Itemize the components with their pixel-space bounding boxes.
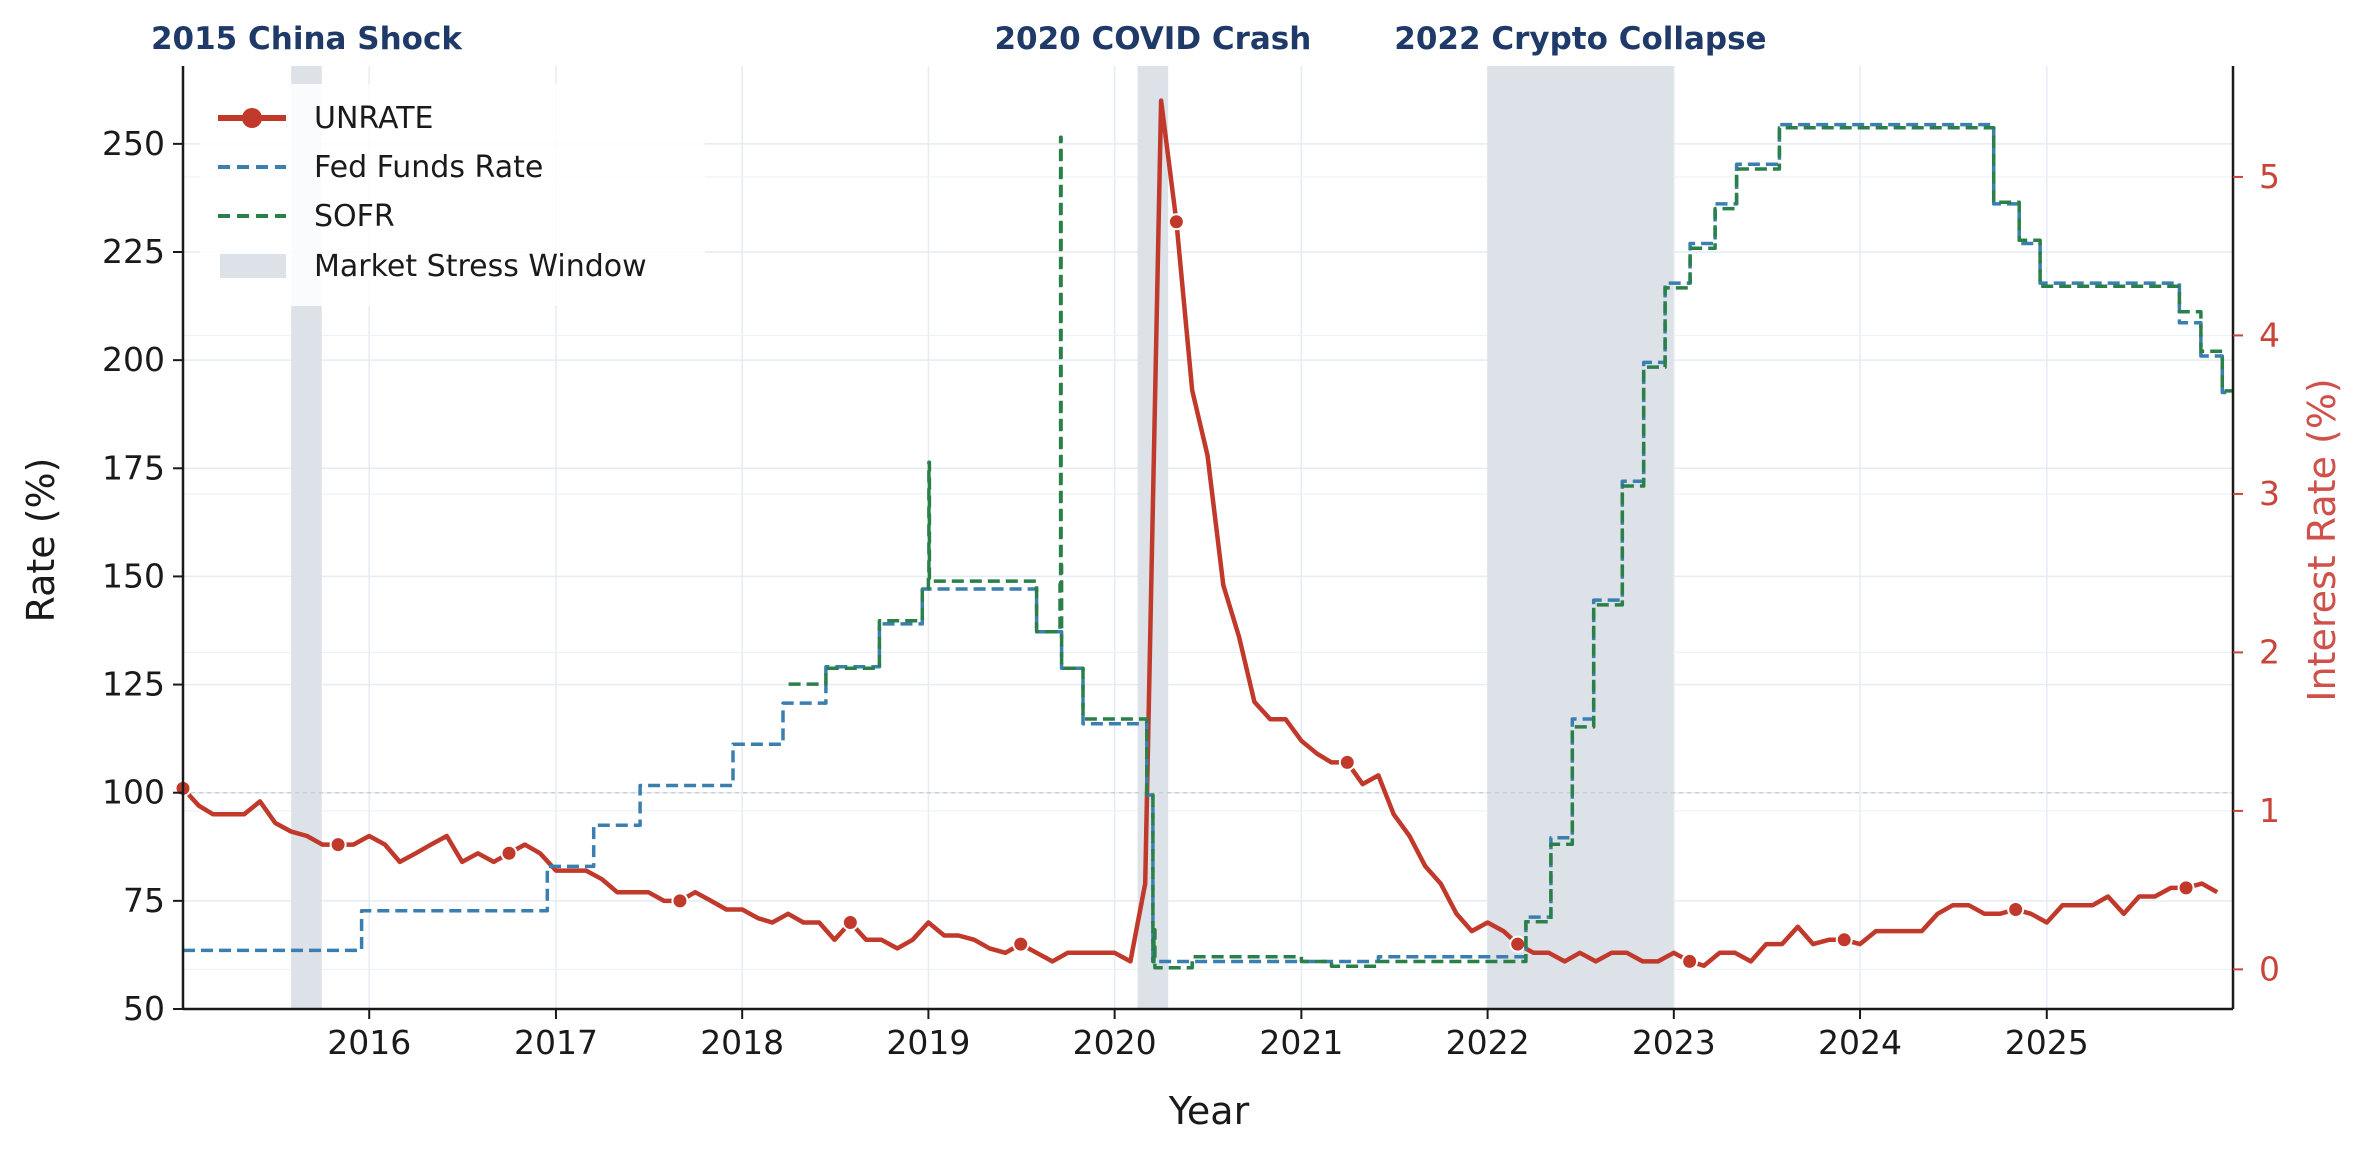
y-left-axis-title: Rate (%) <box>19 458 63 623</box>
axes <box>173 66 2243 1019</box>
y-right-tick-labels: 0 1 2 3 4 5 <box>2259 157 2280 988</box>
y-right-tick-label-5: 5 <box>2259 157 2280 196</box>
stress-window-2 <box>1487 66 1674 1009</box>
unrate-marker-10 <box>1835 931 1853 949</box>
event-label-1: 2020 COVID Crash <box>994 21 1311 57</box>
x-tick-label-2018: 2018 <box>700 1023 784 1062</box>
legend-label-stress: Market Stress Window <box>314 249 647 284</box>
unrate-marker-11 <box>2007 901 2025 919</box>
x-tick-label-2022: 2022 <box>1446 1023 1530 1062</box>
event-labels: 2015 China Shock 2020 COVID Crash 2022 Cry… <box>151 21 1767 57</box>
legend-label-sofr: SOFR <box>314 199 395 234</box>
legend-marker-unrate <box>242 108 262 128</box>
unrate-marker-4 <box>841 913 859 931</box>
y-left-tick-label-100: 100 <box>102 773 165 812</box>
x-axis-title: Year <box>1168 1089 1250 1133</box>
y-right-tick-label-3: 3 <box>2259 474 2280 513</box>
legend-swatch-stress <box>220 254 286 278</box>
y-left-tick-label-125: 125 <box>102 665 165 704</box>
legend-label-fed-funds: Fed Funds Rate <box>314 150 543 185</box>
x-tick-label-2016: 2016 <box>327 1023 411 1062</box>
x-tick-label-2019: 2019 <box>886 1023 970 1062</box>
x-tick-label-2023: 2023 <box>1632 1023 1716 1062</box>
series-line-sofr <box>788 126 2233 970</box>
legend: UNRATE Fed Funds Rate SOFR Market Stress… <box>200 84 705 306</box>
unrate-marker-5 <box>1012 935 1030 953</box>
y-left-tick-label-250: 250 <box>102 124 165 163</box>
y-left-tick-label-150: 150 <box>102 556 165 595</box>
y-left-tick-label-75: 75 <box>123 881 165 920</box>
x-tick-labels: 2016 2017 2018 2019 2020 2021 2022 2023 2024 2025 <box>327 1023 2089 1062</box>
x-tick-label-2021: 2021 <box>1259 1023 1343 1062</box>
unrate-marker-8 <box>1509 935 1527 953</box>
series-line-fed-funds-rate <box>183 122 2233 964</box>
legend-label-unrate: UNRATE <box>314 101 434 136</box>
unrate-marker-12 <box>2177 879 2195 897</box>
y-right-tick-label-1: 1 <box>2259 791 2280 830</box>
x-tick-label-2025: 2025 <box>2005 1023 2089 1062</box>
x-tick-label-2024: 2024 <box>1818 1023 1902 1062</box>
unrate-marker-2 <box>500 844 518 862</box>
x-tick-label-2017: 2017 <box>514 1023 598 1062</box>
unrate-marker-3 <box>671 892 689 910</box>
y-left-tick-label-225: 225 <box>102 232 165 271</box>
x-tick-label-2020: 2020 <box>1073 1023 1157 1062</box>
y-right-axis-title: Interest Rate (%) <box>2300 378 2344 701</box>
y-left-tick-label-200: 200 <box>102 340 165 379</box>
unrate-marker-9 <box>1681 952 1699 970</box>
unrate-marker-1 <box>329 836 347 854</box>
unrate-marker-7 <box>1338 753 1356 771</box>
series-group <box>174 98 2233 970</box>
event-label-0: 2015 China Shock <box>151 21 463 57</box>
event-label-2: 2022 Crypto Collapse <box>1394 21 1766 57</box>
y-right-tick-label-4: 4 <box>2259 315 2280 354</box>
series-line-unrate <box>181 98 2219 968</box>
y-left-tick-label-50: 50 <box>123 989 165 1028</box>
y-left-tick-label-175: 175 <box>102 448 165 487</box>
y-right-tick-label-2: 2 <box>2259 632 2280 671</box>
y-left-tick-labels: 50 75 100 125 150 175 200 225 250 <box>102 124 165 1028</box>
y-right-tick-label-0: 0 <box>2259 949 2280 988</box>
unrate-marker-6 <box>1167 213 1185 231</box>
